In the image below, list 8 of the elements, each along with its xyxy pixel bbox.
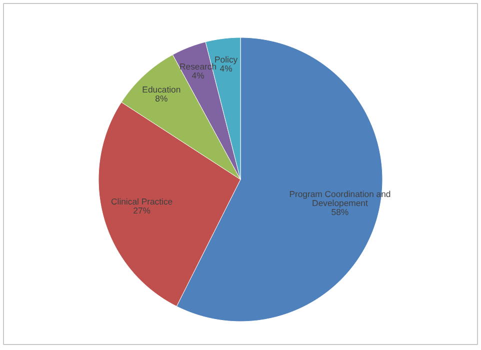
data-label: 4% bbox=[192, 70, 205, 81]
slice-label: Education bbox=[142, 84, 181, 95]
data-label: 27% bbox=[133, 206, 151, 216]
data-label: 4% bbox=[220, 63, 233, 74]
slice-label: Clinical Practice bbox=[111, 196, 173, 207]
slice-label: Policy bbox=[214, 54, 238, 64]
data-label: 58% bbox=[331, 207, 349, 218]
data-label: 8% bbox=[155, 94, 168, 104]
